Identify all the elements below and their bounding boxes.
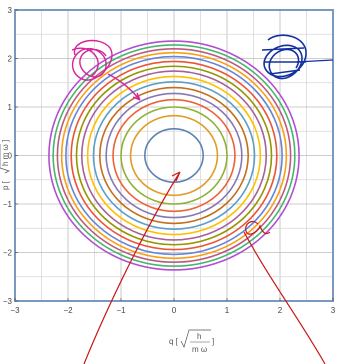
x-tick-label: −1	[116, 306, 126, 315]
series-circle	[120, 106, 228, 205]
series-circle	[56, 48, 292, 263]
y-label-h-m-omega: h m ω	[1, 144, 10, 166]
x-label-close: ]	[212, 337, 214, 346]
y-axis-label: p [ h m ω ]	[0, 140, 10, 190]
series-circle	[60, 51, 288, 260]
y-tick-label: −1	[3, 200, 13, 209]
y-tick-label: 3	[8, 6, 13, 15]
series-circle	[92, 80, 256, 231]
x-label-m-omega: m ω	[192, 345, 207, 354]
y-label-close: ]	[1, 140, 10, 142]
y-tick-label: 0	[8, 152, 13, 161]
handwritten-annotations	[71, 34, 334, 364]
x-tick-label: −3	[10, 306, 20, 315]
x-tick-label: −2	[63, 306, 73, 315]
series-circle	[129, 114, 219, 197]
energy-level-circles	[48, 40, 300, 271]
series-circle	[86, 75, 262, 236]
magenta-scribble	[71, 39, 113, 81]
grid-lines	[14, 9, 334, 302]
red-alpha-glyph	[245, 220, 271, 235]
series-circle	[52, 44, 296, 267]
axis-ticks: −3 −2 −1 0 1 2 3 −3 −2 −1 0 1 2 3	[3, 6, 336, 315]
x-label-h: h	[197, 332, 201, 341]
series-circle	[70, 60, 278, 251]
y-label-p: p [	[1, 180, 10, 190]
series-circle	[75, 65, 273, 246]
x-tick-label: 1	[225, 306, 230, 315]
red-arrow-left	[83, 171, 181, 364]
y-tick-label: 1	[8, 103, 13, 112]
x-tick-label: 3	[331, 306, 336, 315]
x-label-q: q [	[169, 337, 179, 346]
x-label-sqrt-sign	[180, 329, 211, 348]
series-circle	[112, 98, 236, 213]
blue-scribble	[261, 34, 307, 80]
series-circle	[65, 55, 283, 256]
series-circle	[105, 92, 243, 219]
red-arrow-right	[243, 231, 326, 364]
series-circle	[99, 86, 249, 225]
x-axis-label: q [ h m ω ]	[169, 329, 214, 354]
blue-arrow	[295, 59, 334, 63]
x-tick-label: 2	[278, 306, 283, 315]
magenta-arrow	[107, 73, 141, 101]
y-label-sqrt-sign	[0, 144, 10, 174]
y-tick-label: −2	[3, 249, 13, 258]
x-tick-label: 0	[172, 306, 177, 315]
y-tick-label: 2	[8, 55, 13, 64]
series-circle	[48, 40, 300, 271]
y-tick-label: −3	[3, 297, 13, 306]
series-circle	[80, 70, 268, 241]
